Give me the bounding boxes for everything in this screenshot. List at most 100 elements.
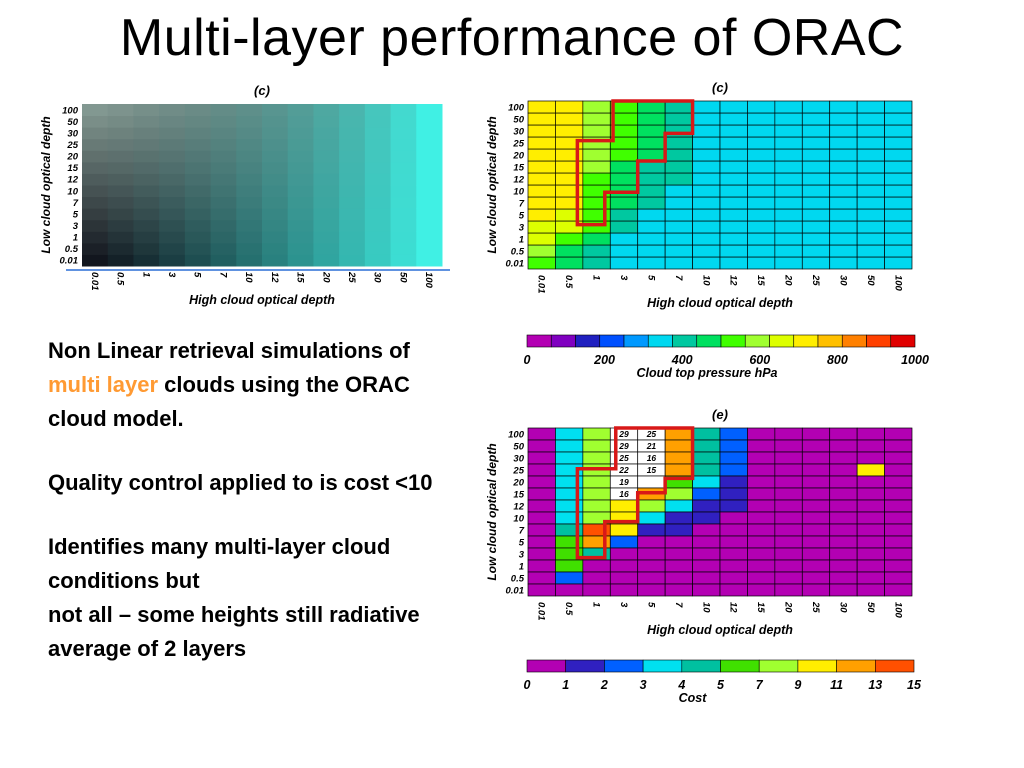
heatmap-cell xyxy=(856,160,885,174)
heatmap-cell xyxy=(856,244,885,258)
y-tick-label: 12 xyxy=(513,175,524,186)
heatmap-cell xyxy=(637,208,666,222)
heatmap-cell xyxy=(82,196,109,209)
cell-value-label: 25 xyxy=(618,453,629,463)
heatmap-cell xyxy=(664,244,693,258)
y-tick-label: 0.5 xyxy=(65,244,79,255)
colorbar-tick-label: 600 xyxy=(749,353,770,367)
heatmap-cell xyxy=(609,499,639,513)
heatmap-cell xyxy=(555,451,584,465)
heatmap-cell xyxy=(527,160,556,174)
heatmap-cell xyxy=(664,196,693,210)
heatmap-cell xyxy=(313,242,340,255)
panel-label: (c) xyxy=(254,83,270,98)
heatmap-cell xyxy=(313,115,340,128)
heatmap-cell xyxy=(555,100,584,114)
heatmap-cell xyxy=(609,571,639,585)
x-tick-label: 12 xyxy=(728,275,739,286)
heatmap-cell xyxy=(313,208,340,221)
heatmap-cell xyxy=(527,208,556,222)
x-tick-label: 1 xyxy=(591,275,602,280)
heatmap-cell xyxy=(692,439,721,453)
heatmap-cell xyxy=(719,112,748,126)
heatmap-cell xyxy=(390,208,417,221)
y-tick-label: 100 xyxy=(62,105,79,116)
heatmap-cell xyxy=(856,232,885,246)
heatmap-cell xyxy=(884,184,913,198)
heatmap-cell xyxy=(390,104,417,117)
heatmap-cell xyxy=(287,219,314,232)
heatmap-cell xyxy=(692,160,721,174)
heatmap-cell xyxy=(133,104,160,117)
heatmap-cell xyxy=(637,559,666,573)
heatmap-cell xyxy=(856,559,885,573)
heatmap-cell xyxy=(416,208,443,221)
heatmap-cell xyxy=(829,124,858,138)
heatmap-cell xyxy=(133,185,160,198)
heatmap-cell xyxy=(829,523,858,537)
heatmap-cell xyxy=(664,523,693,537)
heatmap-cell xyxy=(107,242,134,255)
heatmap-cell xyxy=(829,100,858,114)
heatmap-cell xyxy=(313,127,340,140)
heatmap-cell xyxy=(262,185,289,198)
heatmap-cell xyxy=(582,244,611,258)
heatmap-cell xyxy=(210,185,237,198)
heatmap-cell xyxy=(210,196,237,209)
heatmap-cell xyxy=(774,547,803,561)
heatmap-cell xyxy=(609,256,639,270)
y-tick-label: 100 xyxy=(508,430,525,441)
y-tick-label: 20 xyxy=(512,151,524,162)
heatmap-cell xyxy=(801,100,831,114)
heatmap-cell xyxy=(527,559,556,573)
heatmap-cell xyxy=(527,571,556,585)
x-tick-label: 15 xyxy=(755,602,766,613)
heatmap-cell xyxy=(856,511,885,525)
heatmap-cell xyxy=(719,463,748,477)
heatmap-cell xyxy=(555,583,584,597)
y-tick-label: 10 xyxy=(67,186,78,197)
heatmap-cell xyxy=(829,184,858,198)
heatmap-cell xyxy=(82,150,109,163)
heatmap-cell xyxy=(210,138,237,151)
paragraph-retrieval-pre: Non Linear retrieval simulations of xyxy=(48,338,410,363)
heatmap-cell xyxy=(527,427,556,441)
x-tick-label: 25 xyxy=(346,271,357,283)
heatmap-cell xyxy=(236,231,263,244)
heatmap-cell xyxy=(236,196,263,209)
heatmap-cell xyxy=(829,463,858,477)
x-tick-label: 100 xyxy=(892,602,903,619)
multi-layer-highlight: multi layer xyxy=(48,372,159,397)
heatmap-cell xyxy=(801,244,831,258)
heatmap-cell xyxy=(287,254,314,267)
heatmap-cell xyxy=(774,559,803,573)
heatmap-cell xyxy=(664,184,693,198)
heatmap-cell xyxy=(747,124,776,138)
heatmap-cell xyxy=(884,535,913,549)
heatmap-cell xyxy=(107,254,134,267)
heatmap-cell xyxy=(339,150,366,163)
heatmap-cell xyxy=(107,196,134,209)
heatmap-cell xyxy=(210,150,237,163)
x-tick-label: 5 xyxy=(645,275,656,281)
heatmap-cell xyxy=(856,112,885,126)
heatmap-cell xyxy=(884,256,913,270)
heatmap-cell xyxy=(262,208,289,221)
heatmap-cell xyxy=(692,208,721,222)
heatmap-cell xyxy=(637,136,666,150)
heatmap-cell xyxy=(719,487,748,501)
heatmap-cell xyxy=(262,150,289,163)
heatmap-cell xyxy=(664,160,693,174)
heatmap-cell xyxy=(82,219,109,232)
colorbar-swatch xyxy=(526,659,567,673)
heatmap-cell xyxy=(856,499,885,513)
heatmap-cell xyxy=(719,100,748,114)
heatmap-cell xyxy=(390,173,417,186)
heatmap-cell xyxy=(829,208,858,222)
heatmap-cell xyxy=(637,100,666,114)
x-axis-title: High cloud optical depth xyxy=(189,293,335,307)
y-tick-label: 12 xyxy=(67,175,78,186)
heatmap-cell xyxy=(692,100,721,114)
heatmap-cell xyxy=(801,439,831,453)
heatmap-cell xyxy=(262,219,289,232)
